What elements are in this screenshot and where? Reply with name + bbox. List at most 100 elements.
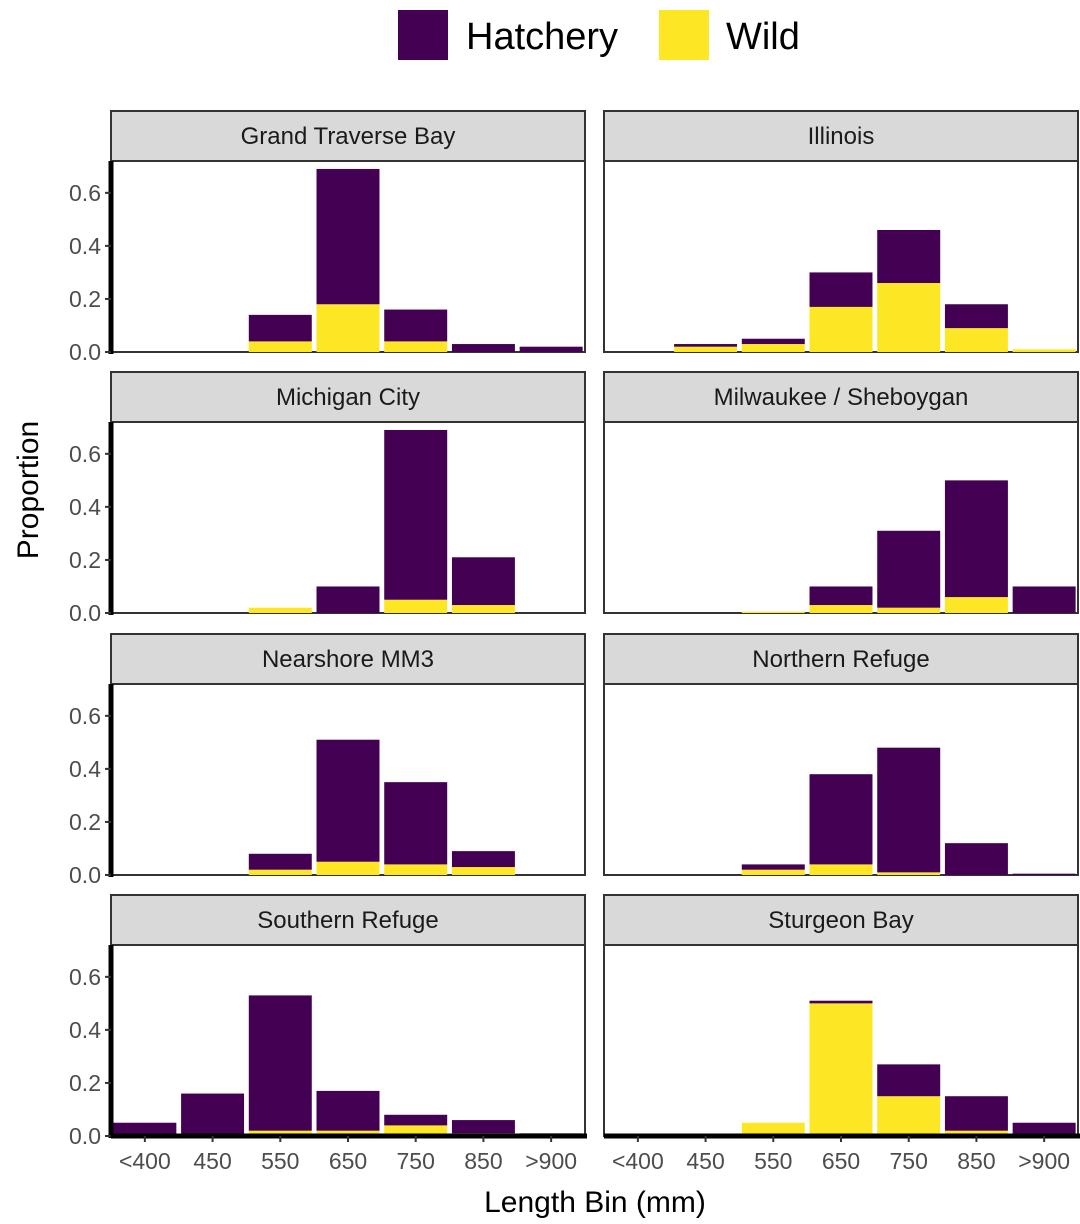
panel-title: Milwaukee / Sheboygan (714, 384, 969, 411)
bar-wild (384, 341, 448, 352)
y-tick-label: 0.2 (69, 286, 101, 312)
bar-hatchery (674, 344, 738, 347)
x-tick-label: 550 (261, 1148, 299, 1174)
bar-hatchery (877, 530, 941, 608)
panel-strip (603, 110, 1079, 162)
panel-title: Grand Traverse Bay (241, 123, 456, 150)
bar-hatchery (316, 1090, 380, 1131)
bar-hatchery (113, 1122, 177, 1136)
bar-hatchery (451, 344, 515, 352)
bar-hatchery (384, 1114, 448, 1126)
y-tick-label: 0.0 (69, 600, 101, 626)
y-axis-title-group: Proportion (12, 421, 45, 559)
y-tick-label: 0.6 (69, 964, 101, 990)
bar-hatchery (741, 338, 805, 345)
panel-strip (603, 633, 1079, 685)
x-tick-label: 450 (193, 1148, 231, 1174)
bar-wild (877, 1096, 941, 1136)
bar-wild (877, 607, 941, 613)
bar-hatchery (809, 774, 873, 865)
panel-strip (110, 633, 586, 685)
panel-title: Illinois (808, 123, 875, 150)
x-tick-label: 750 (397, 1148, 435, 1174)
y-tick-label: 0.6 (69, 703, 101, 729)
y-tick-label: 0.4 (69, 1017, 101, 1043)
panel-title: Nearshore MM3 (262, 646, 434, 673)
y-tick-label: 0.2 (69, 1070, 101, 1096)
y-tick-label: 0.6 (69, 441, 101, 467)
bar-wild (741, 344, 805, 352)
bar-hatchery (316, 739, 380, 862)
bar-wild (316, 1130, 380, 1136)
legend-swatch-hatchery (398, 10, 448, 60)
panel-title: Northern Refuge (752, 646, 929, 673)
bar-hatchery (248, 995, 312, 1131)
x-tick-label: <400 (612, 1148, 664, 1174)
bar-wild (741, 611, 805, 613)
bar-hatchery (248, 853, 312, 870)
bar-wild (877, 283, 941, 352)
panel-strip (110, 371, 586, 423)
bar-wild (1012, 349, 1076, 352)
bar-hatchery (809, 586, 873, 606)
chart-panels: Grand Traverse Bay 0.0 0.2 0.4 0.6 Illinois Mi… (69, 110, 1080, 1174)
bar-wild (741, 1122, 805, 1136)
bar-wild (451, 605, 515, 613)
bar-wild (384, 1125, 448, 1136)
panel-sturgeon-bay: Sturgeon Bay <400 450 550 650 750 850 >900 (603, 894, 1080, 1174)
bar-wild (741, 869, 805, 875)
bar-hatchery (384, 429, 448, 600)
panel-title: Sturgeon Bay (768, 907, 913, 934)
bar-hatchery (944, 480, 1008, 598)
bar-wild (248, 1130, 312, 1136)
bar-wild (944, 1130, 1008, 1136)
bar-hatchery (248, 314, 312, 342)
bar-hatchery (384, 782, 448, 865)
bar-wild (248, 869, 312, 875)
bar-hatchery (944, 304, 1008, 329)
x-tick-label: 650 (329, 1148, 367, 1174)
y-tick-label: 0.2 (69, 547, 101, 573)
x-tick-label: 850 (464, 1148, 502, 1174)
x-tick-label: 650 (822, 1148, 860, 1174)
panel-southern-refuge: Southern Refuge 0.0 0.2 0.4 0.6 <400 450 550 650… (69, 894, 587, 1174)
bar-wild (877, 872, 941, 875)
x-tick-label: 450 (686, 1148, 724, 1174)
bar-wild (451, 867, 515, 875)
y-tick-label: 0.4 (69, 494, 101, 520)
legend-label-hatchery: Hatchery (466, 16, 618, 58)
bar-wild (944, 328, 1008, 352)
y-tick-label: 0.4 (69, 756, 101, 782)
x-tick-label: 550 (754, 1148, 792, 1174)
panel-nearshore-mm3: Nearshore MM3 0.0 0.2 0.4 0.6 (69, 633, 586, 888)
panel-strip (110, 110, 586, 162)
bar-wild (944, 597, 1008, 613)
y-tick-label: 0.0 (69, 339, 101, 365)
bar-hatchery (181, 1093, 245, 1136)
panel-title: Michigan City (276, 384, 420, 411)
y-axis-title: Proportion (12, 421, 45, 559)
bar-hatchery (1012, 873, 1076, 875)
x-tick-label: >900 (525, 1148, 577, 1174)
bar-hatchery (451, 851, 515, 868)
x-axis-title: Length Bin (mm) (484, 1186, 706, 1219)
bar-hatchery (1012, 1122, 1076, 1136)
bar-hatchery (877, 1064, 941, 1097)
panel-strip (110, 894, 586, 946)
panel-northern-refuge: Northern Refuge (603, 633, 1079, 876)
bar-hatchery (877, 747, 941, 873)
bar-hatchery (809, 272, 873, 307)
bar-hatchery (316, 586, 380, 613)
panel-illinois: Illinois (603, 110, 1079, 353)
bar-wild (384, 864, 448, 875)
y-tick-label: 0.4 (69, 233, 101, 259)
bar-wild (809, 605, 873, 613)
panel-michigan-city: Michigan City 0.0 0.2 0.4 0.6 (69, 371, 586, 626)
x-tick-label: 750 (890, 1148, 928, 1174)
y-tick-label: 0.6 (69, 180, 101, 206)
bar-hatchery (384, 309, 448, 342)
bar-hatchery (809, 1000, 873, 1004)
x-tick-label: >900 (1018, 1148, 1070, 1174)
x-tick-label: 850 (957, 1148, 995, 1174)
